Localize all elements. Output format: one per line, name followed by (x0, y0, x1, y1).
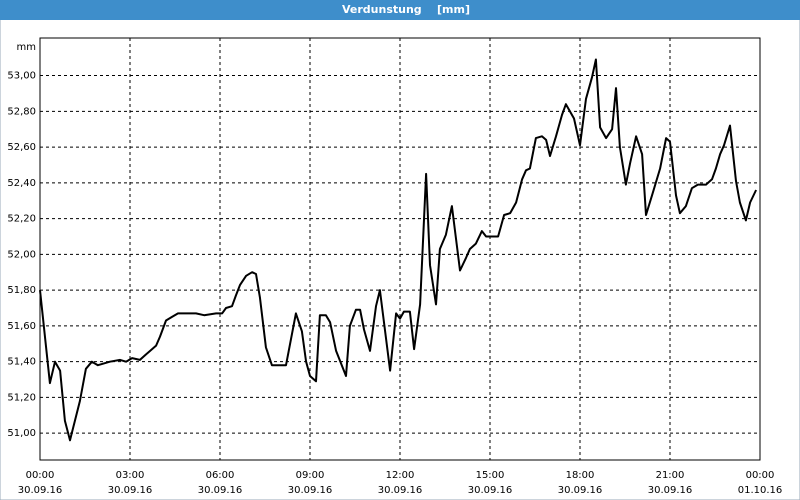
x-tick-date: 01.10.16 (738, 485, 783, 496)
y-tick-label: 52,00 (7, 249, 36, 260)
x-tick-date: 30.09.16 (378, 485, 423, 496)
x-tick-label: 00:00 (746, 470, 775, 481)
x-tick-date: 30.09.16 (198, 485, 243, 496)
x-tick-date: 30.09.16 (108, 485, 153, 496)
y-tick-label: 53,00 (7, 71, 36, 82)
y-tick-label: 52,80 (7, 106, 36, 117)
y-unit: mm (17, 42, 36, 53)
x-tick-label: 09:00 (296, 470, 325, 481)
x-tick-label: 18:00 (566, 470, 595, 481)
x-tick-date: 30.09.16 (288, 485, 333, 496)
x-tick-label: 15:00 (476, 470, 505, 481)
x-tick-date: 30.09.16 (558, 485, 603, 496)
chart-title: Verdunstung [mm] (342, 3, 470, 16)
y-tick-label: 52,40 (7, 178, 36, 189)
y-tick-label: 52,60 (7, 142, 36, 153)
y-tick-label: 51,80 (7, 285, 36, 296)
y-tick-label: 52,20 (7, 214, 36, 225)
title-bar (0, 0, 800, 20)
x-tick-label: 03:00 (116, 470, 145, 481)
x-tick-label: 21:00 (656, 470, 685, 481)
x-tick-label: 06:00 (206, 470, 235, 481)
x-tick-date: 30.09.16 (468, 485, 513, 496)
y-tick-label: 51,00 (7, 428, 36, 439)
x-tick-date: 30.09.16 (648, 485, 693, 496)
x-tick-date: 30.09.16 (18, 485, 63, 496)
x-tick-label: 12:00 (386, 470, 415, 481)
y-tick-label: 51,40 (7, 357, 36, 368)
x-tick-label: 00:00 (26, 470, 55, 481)
y-tick-label: 51,20 (7, 392, 36, 403)
y-tick-label: 51,60 (7, 321, 36, 332)
line (39, 58, 758, 442)
